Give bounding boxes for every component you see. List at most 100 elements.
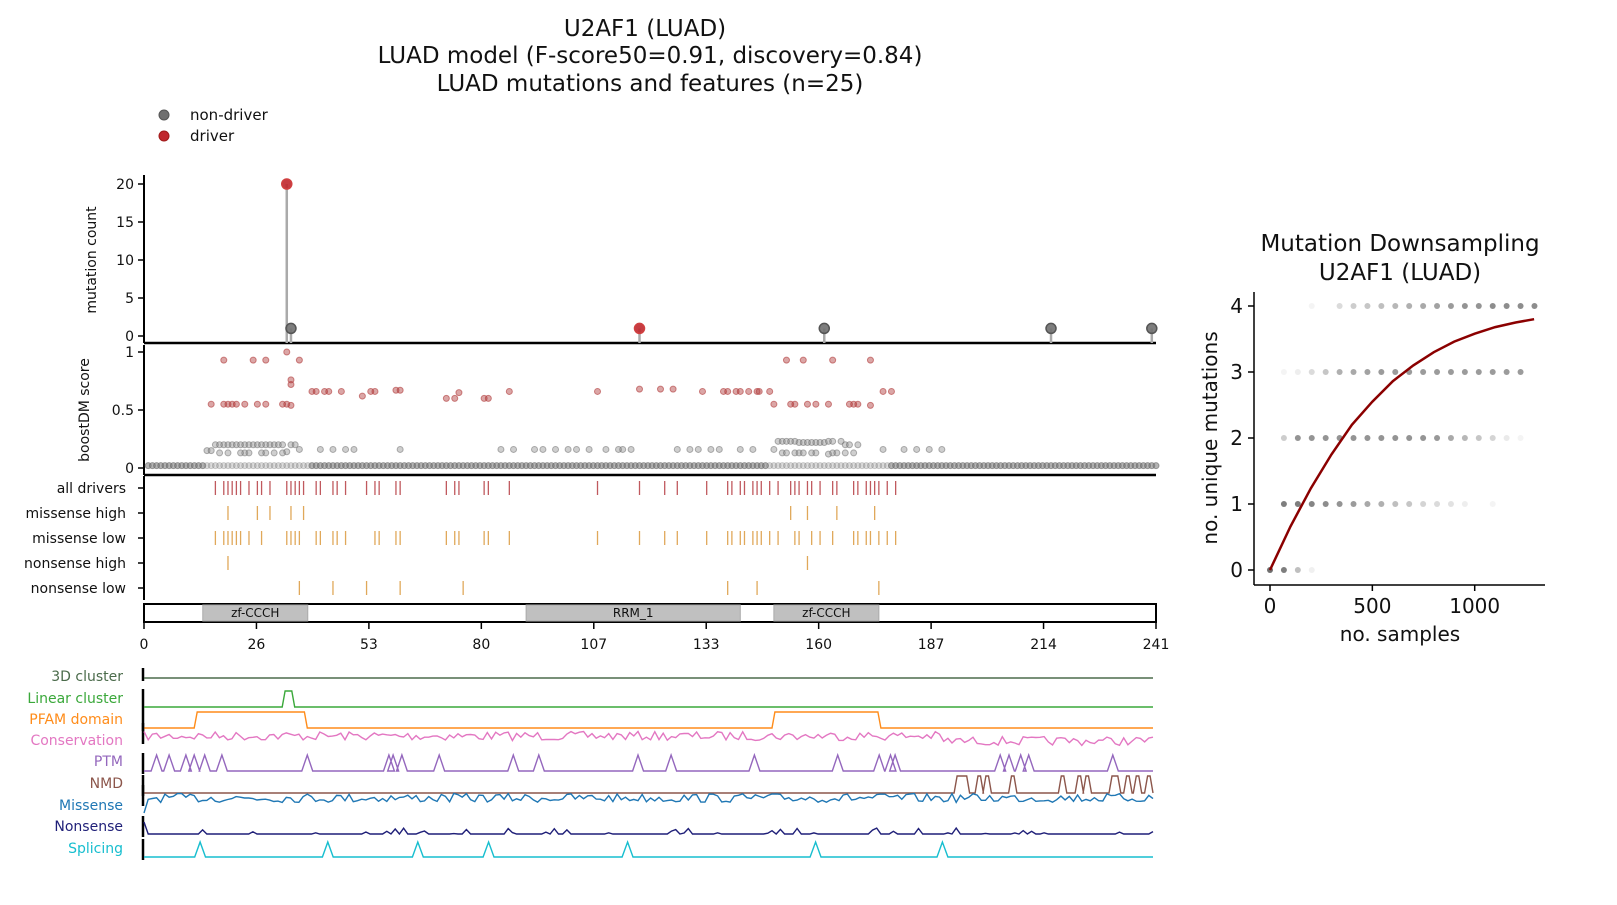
driver-point [854, 400, 862, 408]
driver-point [312, 387, 320, 395]
driver-point [358, 392, 366, 400]
downsampling-point [1392, 369, 1399, 375]
downsampling-point [1434, 303, 1441, 309]
downsampling-point [1489, 435, 1496, 441]
driver-point [371, 387, 379, 395]
non-driver-point [224, 462, 232, 470]
downsampling-point [1406, 303, 1413, 309]
non-driver-point [539, 445, 547, 453]
downsampling-point [1294, 501, 1301, 507]
domain-zf-CCCH [202, 604, 309, 622]
driver-point [745, 387, 753, 395]
downsampling-point [1336, 501, 1343, 507]
driver-point [724, 387, 732, 395]
non-driver-lollipop-head [818, 322, 831, 335]
downsampling-point [1503, 303, 1510, 309]
driver-point [262, 400, 270, 408]
downsampling-ytick-label: 3 [1230, 360, 1243, 384]
downsampling-point [1350, 435, 1357, 441]
non-driver-point [791, 462, 799, 470]
downsampling-point [1420, 303, 1427, 309]
downsampling-point [1489, 501, 1496, 507]
non-driver-point [497, 445, 505, 453]
downsampling-point [1322, 435, 1329, 441]
feature-label-Missense: Missense [59, 798, 123, 814]
driver-point [829, 356, 837, 364]
non-driver-point [761, 462, 769, 470]
non-driver-point [799, 462, 807, 470]
feature-track-line-Missense [143, 792, 1154, 814]
driver-point [594, 387, 602, 395]
driver-point [484, 394, 492, 402]
non-driver-point [778, 462, 786, 470]
non-driver-point [871, 462, 879, 470]
non-driver-point [295, 462, 303, 470]
feature-label-Conservation: Conservation [30, 733, 123, 749]
driver-lollipop-head [281, 178, 293, 190]
lollipop-ytick-label: 5 [125, 291, 134, 307]
non-driver-point [774, 462, 782, 470]
downsampling-xtick-label: 500 [1353, 594, 1391, 618]
downsampling-point [1308, 567, 1315, 573]
non-driver-point [228, 462, 236, 470]
boostdm-ylabel: boostDM score [77, 358, 93, 462]
x-tick-label: 53 [360, 637, 378, 653]
driver-point [451, 394, 459, 402]
x-tick-label: 80 [472, 637, 490, 653]
non-driver-point [808, 462, 816, 470]
x-tick-label: 160 [805, 637, 832, 653]
non-driver-point [858, 462, 866, 470]
downsampling-point [1475, 303, 1482, 309]
non-driver-point [812, 462, 820, 470]
x-tick-label: 187 [918, 637, 945, 653]
driver-point [755, 387, 763, 395]
downsampling-point [1406, 501, 1413, 507]
non-driver-point [833, 449, 841, 457]
mutation-tracks-panel: all drivers missense high missense low nons… [24, 476, 897, 600]
domain-zf-CCCH [773, 604, 880, 622]
downsampling-point [1392, 303, 1399, 309]
non-driver-point [829, 462, 837, 470]
non-driver-point [216, 449, 224, 457]
non-driver-point [841, 462, 849, 470]
non-driver-point [245, 462, 253, 470]
driver-point [283, 348, 291, 356]
non-driver-point [249, 462, 257, 470]
driver-point [656, 385, 664, 393]
non-driver-point [329, 445, 337, 453]
legend-label-driver: driver [190, 127, 235, 145]
non-driver-lollipop-head [1146, 322, 1158, 335]
driver-point [698, 387, 706, 395]
non-driver-point [342, 445, 350, 453]
driver-point [442, 394, 450, 402]
feature-label-NMD: NMD [90, 776, 123, 792]
driver-point [505, 387, 513, 395]
non-driver-point [1152, 462, 1160, 470]
feature-label-PFAM-domain: PFAM domain [29, 712, 123, 728]
non-driver-point [279, 441, 287, 449]
driver-point [295, 356, 303, 364]
downsampling-ylabel: no. unique mutations [1198, 331, 1222, 544]
non-driver-point [203, 462, 211, 470]
non-driver-point [866, 462, 874, 470]
x-tick-label: 241 [1143, 637, 1170, 653]
driver-point [812, 400, 820, 408]
non-driver-point [812, 449, 820, 457]
non-driver-point [803, 462, 811, 470]
downsampling-point [1461, 303, 1468, 309]
title-line3: LUAD mutations and features (n=25) [437, 71, 864, 97]
downsampling-point [1280, 369, 1287, 375]
non-driver-point [232, 462, 240, 470]
driver-point [887, 387, 895, 395]
feature-track-line-Nonsense [143, 821, 1154, 836]
non-driver-point [837, 462, 845, 470]
driver-point [770, 400, 778, 408]
title-line1: U2AF1 (LUAD) [564, 16, 726, 42]
non-driver-point [925, 445, 933, 453]
downsampling-point [1475, 369, 1482, 375]
downsampling-point [1489, 303, 1496, 309]
non-driver-point [938, 445, 946, 453]
driver-point [287, 380, 295, 388]
downsampling-point [1350, 501, 1357, 507]
